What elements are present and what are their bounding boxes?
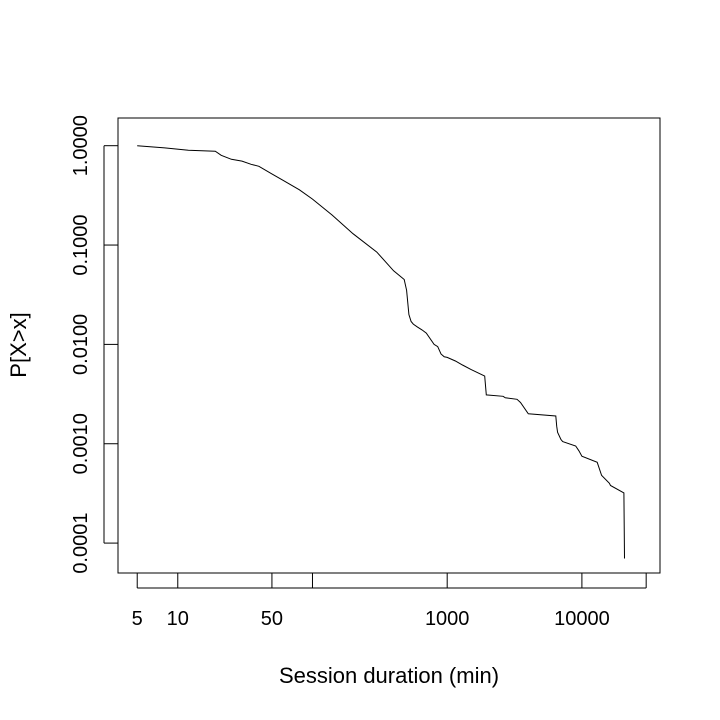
plot-frame <box>117 117 661 574</box>
y-tick-label: 0.0001 <box>70 513 92 574</box>
x-axis: 5 10 50 1000 10000 <box>132 573 647 630</box>
y-tick-label: 0.1000 <box>70 214 92 275</box>
x-tick-label: 5 <box>132 608 143 630</box>
y-axis: 1.0000 0.1000 0.0100 0.0010 0.0001 <box>70 115 118 574</box>
y-tick-label: 0.0010 <box>70 413 92 474</box>
y-axis-label: P[X>x] <box>6 312 31 377</box>
x-tick-label: 10000 <box>554 608 610 630</box>
x-tick-label: 50 <box>261 608 283 630</box>
y-tick-label: 0.0100 <box>70 314 92 375</box>
x-axis-label: Session duration (min) <box>279 663 499 688</box>
y-tick-label: 1.0000 <box>70 115 92 176</box>
series-line <box>137 145 625 559</box>
x-tick-label: 10 <box>167 608 189 630</box>
x-tick-label: 1000 <box>425 608 470 630</box>
